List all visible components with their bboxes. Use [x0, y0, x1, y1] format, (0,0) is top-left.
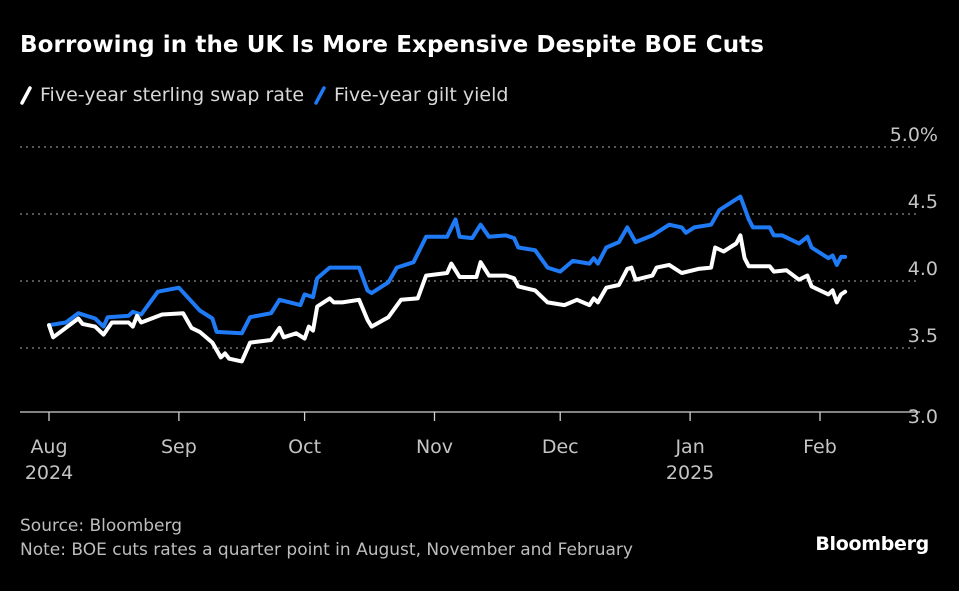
chart-title: Borrowing in the UK Is More Expensive De… [20, 32, 765, 58]
x-tick-label: Jan [674, 436, 704, 458]
y-tick-label: 3.0 [908, 406, 938, 428]
legend-label-swap: Five-year sterling swap rate [40, 84, 305, 106]
y-tick-label: 3.5 [908, 325, 938, 347]
legend: Five-year sterling swap rate Five-year g… [20, 84, 518, 106]
series-line-gilt-yield [47, 194, 848, 336]
legend-item-gilt: Five-year gilt yield [314, 84, 508, 106]
x-tick-label: Nov [416, 436, 453, 458]
x-tick-year-label: 2025 [666, 462, 714, 484]
legend-item-swap: Five-year sterling swap rate [20, 84, 304, 106]
x-tick-label: Feb [803, 436, 837, 458]
y-tick-label: 5.0% [890, 124, 938, 146]
x-tick-label: Oct [288, 436, 321, 458]
legend-swatch-swap-icon [20, 86, 32, 105]
x-tick-label: Dec [542, 436, 579, 458]
x-tick-label: Sep [161, 436, 197, 458]
footnote: Note: BOE cuts rates a quarter point in … [20, 540, 633, 560]
y-tick-label: 4.0 [908, 258, 938, 280]
x-tick-label: Aug [30, 436, 67, 458]
y-tick-label: 4.5 [908, 191, 938, 213]
legend-label-gilt: Five-year gilt yield [334, 84, 509, 106]
footer: Source: Bloomberg Note: BOE cuts rates a… [20, 514, 633, 562]
x-tick-year-label: 2024 [25, 462, 73, 484]
source-note: Source: Bloomberg [20, 516, 182, 536]
legend-swatch-gilt-icon [314, 86, 326, 105]
series-line-swap-rate [47, 233, 848, 364]
bloomberg-logo: Bloomberg [815, 533, 929, 555]
